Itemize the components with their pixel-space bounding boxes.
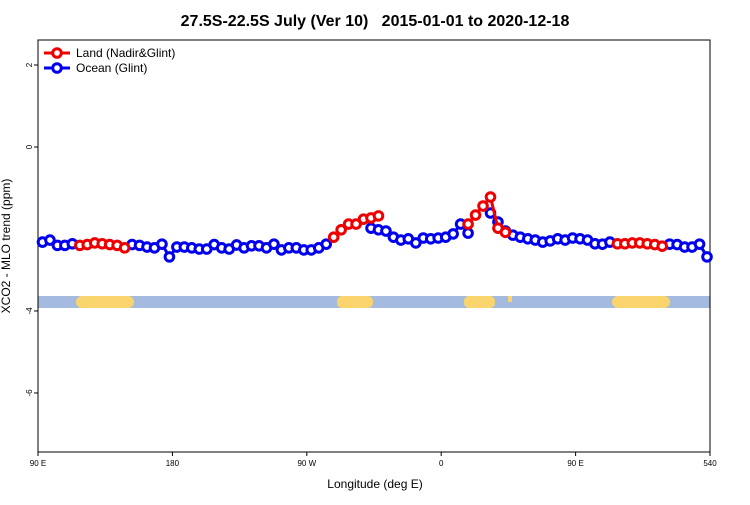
data-point [380,225,392,237]
y-tick-label: -4 [25,307,34,315]
data-point [44,234,56,246]
x-tick-label: 90 E [30,459,46,468]
series [36,207,713,263]
data-point [701,251,713,263]
data-point [335,224,347,236]
land-strip [464,296,495,308]
x-axis-label: Longitude (deg E) [327,477,422,491]
geography-strip [38,296,710,308]
plot-frame [37,39,711,453]
x-tick-label: 90 W [297,459,316,468]
legend-label: Land (Nadir&Glint) [76,46,175,60]
data-point [372,210,385,222]
data-point [156,238,168,250]
y-tick-label: 2 [25,62,34,67]
y-axis-label: XCO2 - MLO trend (ppm) [0,179,13,314]
x-tick-label: 180 [166,459,180,468]
ocean-strip [38,296,710,308]
legend-marker [51,47,63,59]
chart-title: 27.5S-22.5S July (Ver 10) 2015-01-01 to … [181,13,570,30]
data-point [462,227,474,239]
data-point [327,231,340,243]
data-point [499,226,512,239]
data-point [320,238,333,250]
land-strip [337,296,373,308]
land-strip [612,296,670,308]
land-strip [76,296,134,308]
series [74,191,669,254]
x-tick-label: 0 [439,459,444,468]
x-tick-label: 540 [703,459,717,468]
data-point [469,209,482,221]
data-point [693,238,706,250]
data-point [447,228,459,240]
data-point [268,238,280,250]
land-strip [508,296,512,302]
y-tick-label: 0 [25,144,34,149]
data-point [462,218,474,230]
data-point [163,251,176,263]
legend-label: Ocean (Glint) [76,61,147,75]
data-point [477,200,489,212]
data-point [118,242,131,254]
data-point [484,191,497,203]
legend-marker [51,62,63,74]
data-point [410,237,422,249]
x-tick-label: 90 E [567,459,583,468]
data-point [656,240,669,253]
y-tick-label: -6 [25,389,34,397]
data-point [350,218,362,230]
